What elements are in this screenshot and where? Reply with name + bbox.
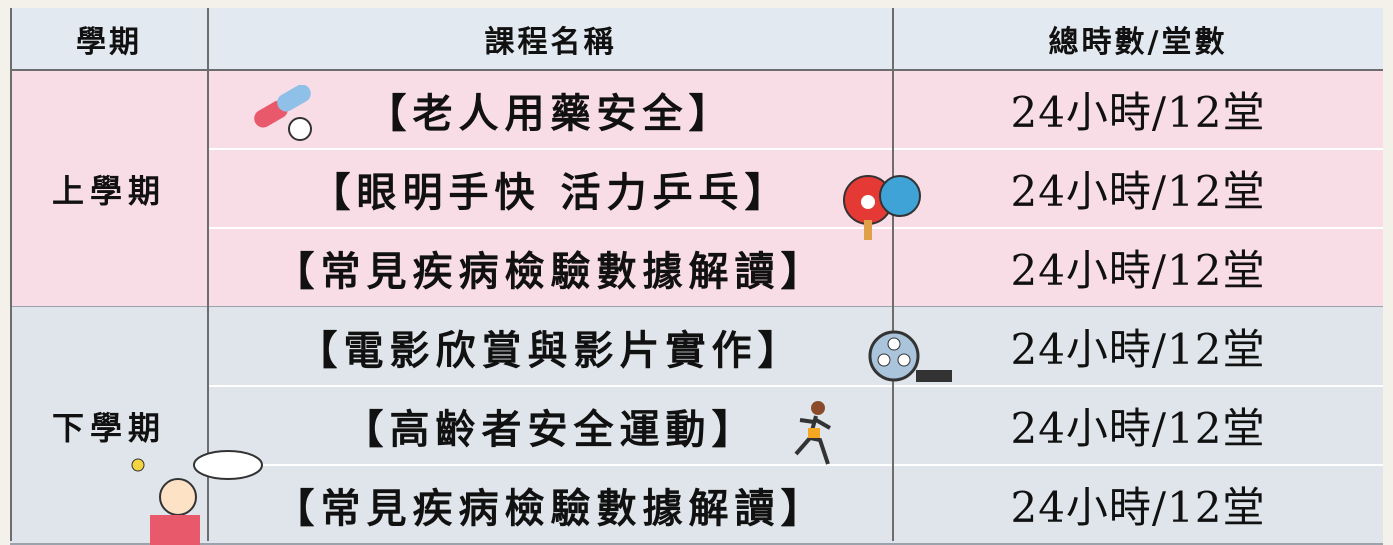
pill-icon [254, 85, 312, 141]
row-divider [208, 385, 1383, 387]
runner-icon [794, 401, 831, 465]
row-divider [208, 464, 1383, 466]
pingpong-icon [843, 175, 921, 240]
course-name: 【老人用藥安全】 [208, 70, 893, 149]
column-border [207, 8, 209, 541]
film-icon [868, 330, 952, 382]
header-cell: 學期 [10, 8, 208, 70]
column-border [10, 8, 12, 541]
row-divider [208, 148, 1383, 150]
course-table: 學期 課程名稱 總時數/堂數 上學期 【老人用藥安全】 24小時/12堂 【眼明手快 活力乒… [10, 8, 1383, 545]
course-hours: 24小時/12堂 [893, 228, 1383, 307]
course-hours: 24小時/12堂 [893, 70, 1383, 149]
term-cell: 上學期 [10, 70, 208, 307]
header-border [10, 69, 1383, 71]
course-name: 【電影欣賞與影片實作】 [208, 307, 893, 386]
course-name: 【眼明手快 活力乒乓】 [208, 149, 893, 228]
course-name: 【高齡者安全運動】 [208, 386, 893, 465]
header-cell: 課程名稱 [208, 8, 893, 70]
course-hours: 24小時/12堂 [893, 307, 1383, 386]
header-cell: 總時數/堂數 [893, 8, 1383, 70]
course-hours: 24小時/12堂 [893, 465, 1383, 544]
row-divider [208, 227, 1383, 229]
course-name: 【常見疾病檢驗數據解讀】 [208, 465, 893, 544]
reader-icon [131, 450, 263, 545]
course-name: 【常見疾病檢驗數據解讀】 [208, 228, 893, 307]
column-border [892, 8, 894, 541]
course-hours: 24小時/12堂 [893, 149, 1383, 228]
course-hours: 24小時/12堂 [893, 386, 1383, 465]
